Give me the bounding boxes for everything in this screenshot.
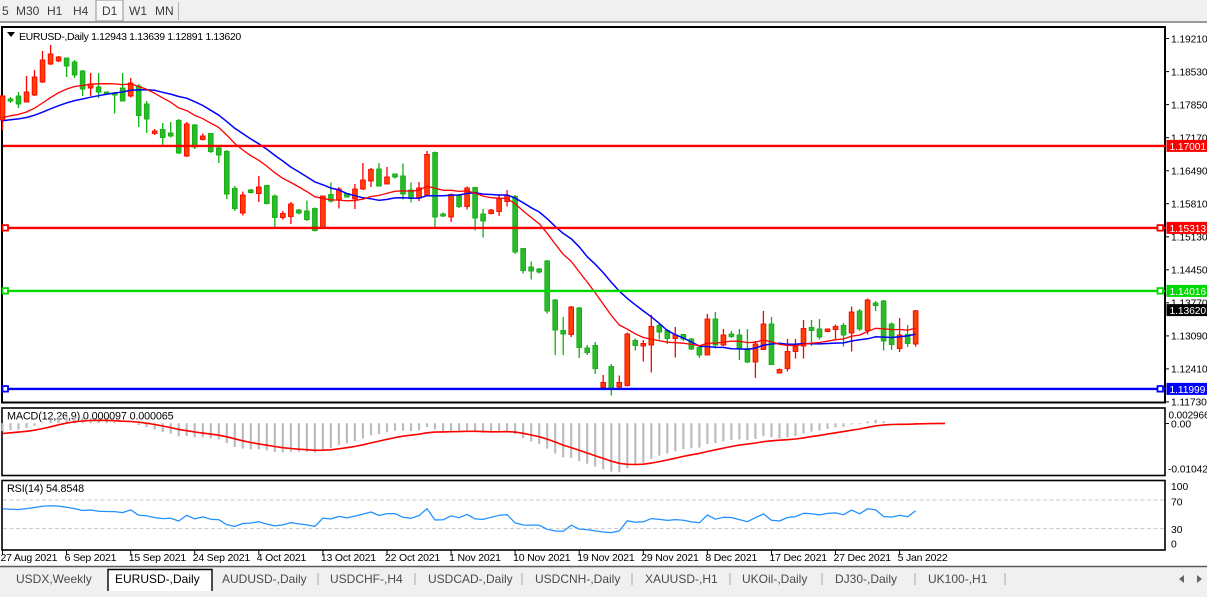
svg-text:5: 5 [2,4,9,18]
svg-text:100: 100 [1171,482,1188,493]
svg-text:15 Sep 2021: 15 Sep 2021 [129,552,187,564]
svg-text:EURUSD-,Daily 1.12943 1.13639: EURUSD-,Daily 1.12943 1.13639 1.12891 1.… [19,31,241,43]
svg-text:-0.010422: -0.010422 [1168,465,1207,476]
svg-text:1.16490: 1.16490 [1171,167,1207,178]
svg-text:1.12410: 1.12410 [1171,365,1207,376]
svg-text:0.00: 0.00 [1171,420,1191,431]
svg-text:USDCNH-,Daily: USDCNH-,Daily [535,572,620,586]
svg-text:USDCAD-,Daily: USDCAD-,Daily [428,572,513,586]
svg-text:UK100-,H1: UK100-,H1 [928,572,988,586]
svg-text:D1: D1 [102,4,118,18]
svg-text:EURUSD-,Daily: EURUSD-,Daily [115,572,200,586]
svg-text:USDCHF-,H4: USDCHF-,H4 [330,572,403,586]
svg-text:0: 0 [1171,540,1177,551]
svg-text:H1: H1 [47,4,63,18]
svg-text:XAUUSD-,H1: XAUUSD-,H1 [645,572,718,586]
svg-text:M30: M30 [16,4,40,18]
svg-text:1.19210: 1.19210 [1171,34,1207,45]
svg-text:13 Oct 2021: 13 Oct 2021 [321,552,376,564]
svg-text:1.14016: 1.14016 [1170,287,1207,298]
svg-text:1.13090: 1.13090 [1171,332,1207,343]
svg-text:DJ30-,Daily: DJ30-,Daily [835,572,897,586]
svg-text:10 Nov 2021: 10 Nov 2021 [513,552,571,564]
svg-text:30: 30 [1171,525,1183,536]
svg-text:1.17170: 1.17170 [1171,134,1207,145]
svg-text:W1: W1 [129,4,147,18]
svg-text:17 Dec 2021: 17 Dec 2021 [770,552,828,564]
svg-text:27 Aug 2021: 27 Aug 2021 [1,552,58,564]
svg-text:4 Oct 2021: 4 Oct 2021 [257,552,307,564]
svg-text:1.15810: 1.15810 [1171,200,1207,211]
svg-text:0.002966: 0.002966 [1169,411,1207,422]
svg-text:MACD(12,26,9) 0.000097 0.00006: MACD(12,26,9) 0.000097 0.000065 [7,411,174,423]
svg-text:1 Nov 2021: 1 Nov 2021 [449,552,501,564]
svg-text:1.11999: 1.11999 [1170,385,1206,396]
svg-text:6 Sep 2021: 6 Sep 2021 [65,552,117,564]
svg-text:5 Jan 2022: 5 Jan 2022 [898,552,948,564]
svg-text:70: 70 [1171,498,1183,509]
svg-text:8 Dec 2021: 8 Dec 2021 [705,552,757,564]
svg-text:1.17001: 1.17001 [1170,142,1207,153]
svg-text:1.17850: 1.17850 [1171,100,1207,111]
svg-text:MN: MN [155,4,174,18]
svg-text:UKOil-,Daily: UKOil-,Daily [742,572,807,586]
svg-text:22 Oct 2021: 22 Oct 2021 [385,552,440,564]
svg-text:24 Sep 2021: 24 Sep 2021 [193,552,251,564]
svg-text:RSI(14) 54.8548: RSI(14) 54.8548 [7,483,84,495]
svg-text:27 Dec 2021: 27 Dec 2021 [834,552,892,564]
svg-text:1.14450: 1.14450 [1171,266,1207,277]
svg-text:H4: H4 [73,4,89,18]
svg-text:19 Nov 2021: 19 Nov 2021 [577,552,635,564]
svg-text:1.18530: 1.18530 [1171,67,1207,78]
svg-text:USDX,Weekly: USDX,Weekly [16,572,92,586]
svg-text:1.15130: 1.15130 [1171,233,1207,244]
svg-text:29 Nov 2021: 29 Nov 2021 [641,552,699,564]
svg-text:1.15313: 1.15313 [1170,224,1207,235]
svg-text:AUDUSD-,Daily: AUDUSD-,Daily [222,572,307,586]
svg-text:1.13620: 1.13620 [1170,306,1207,317]
svg-text:1.11730: 1.11730 [1171,398,1207,409]
